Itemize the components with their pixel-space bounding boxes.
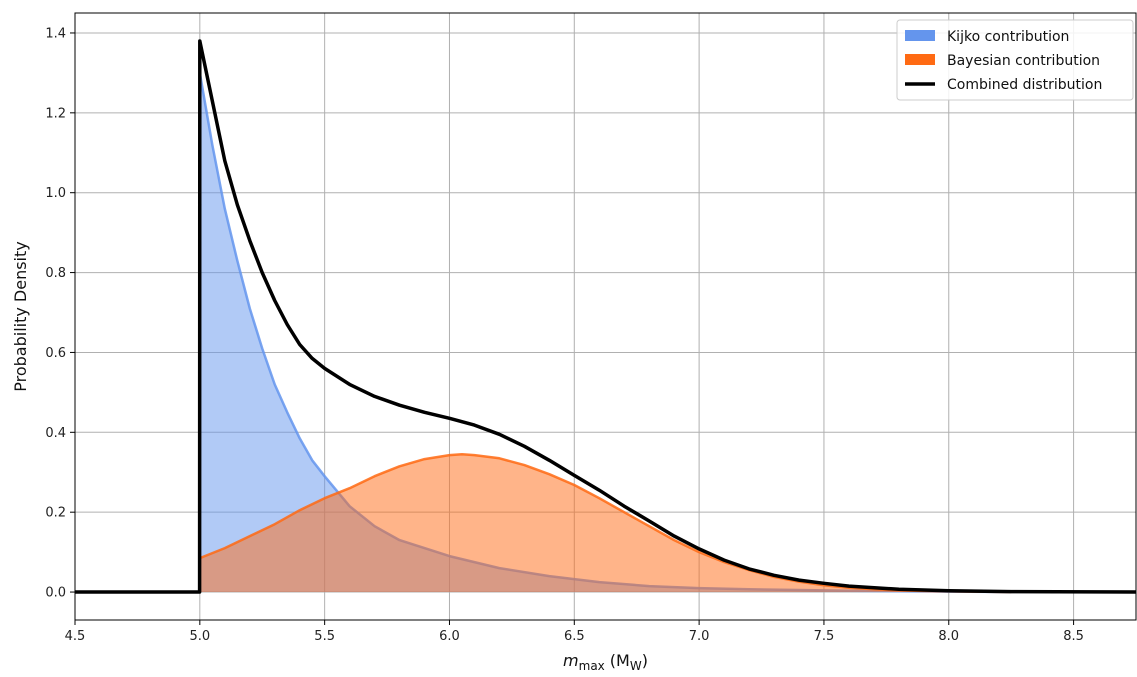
- x-tick-label: 7.0: [689, 629, 710, 644]
- x-tick-label: 6.0: [439, 629, 460, 644]
- line-layer: [75, 39, 1137, 594]
- x-axis-label-unit-sub: W: [630, 659, 642, 673]
- x-tick-label: 8.5: [1063, 629, 1084, 644]
- x-tick-label: 5.0: [189, 629, 210, 644]
- legend-swatch-bayesian: [905, 54, 935, 65]
- y-tick-label: 1.4: [45, 26, 66, 41]
- legend-label-bayesian: Bayesian contribution: [947, 53, 1100, 69]
- fill-layer: [75, 71, 1012, 594]
- x-axis-label: mmax (MW): [563, 651, 648, 673]
- y-tick-label: 0.8: [45, 266, 66, 281]
- combined-distribution-line: [75, 39, 1137, 594]
- kijko-contribution-area: [75, 72, 1012, 592]
- x-axis-label-var: m: [563, 651, 579, 670]
- x-tick-label: 8.0: [938, 629, 959, 644]
- legend-swatch-kijko: [905, 30, 935, 41]
- tick-layer: 4.5 5.0 5.5 6.0 6.5 7.0 7.5 8.0 8.5 0.0 0.2 0.4 0.6 0…: [45, 26, 1084, 644]
- legend-label-kijko: Kijko contribution: [947, 29, 1069, 45]
- x-tick-label: 5.5: [314, 629, 335, 644]
- x-tick-label: 6.5: [564, 629, 585, 644]
- legend: Kijko contribution Bayesian contribution…: [896, 19, 1134, 101]
- y-tick-label: 1.0: [45, 186, 66, 201]
- y-tick-label: 0.2: [45, 506, 66, 521]
- x-axis-label-close: ): [642, 651, 648, 670]
- y-tick-label: 0.6: [45, 346, 66, 361]
- legend-label-combined: Combined distribution: [947, 77, 1102, 93]
- y-axis-label: Probability Density: [11, 241, 30, 392]
- plot-frame: [74, 12, 1137, 621]
- y-tick-label: 1.2: [45, 106, 66, 121]
- y-tick-label: 0.0: [45, 586, 66, 601]
- x-tick-label: 7.5: [814, 629, 835, 644]
- bayesian-contribution-area: [75, 454, 1012, 592]
- y-tick-label: 0.4: [45, 426, 66, 441]
- legend-box: [896, 19, 1134, 101]
- x-axis-label-unit: (M: [610, 651, 630, 670]
- x-axis-label-sub: max: [579, 659, 605, 673]
- x-tick-label: 4.5: [65, 629, 86, 644]
